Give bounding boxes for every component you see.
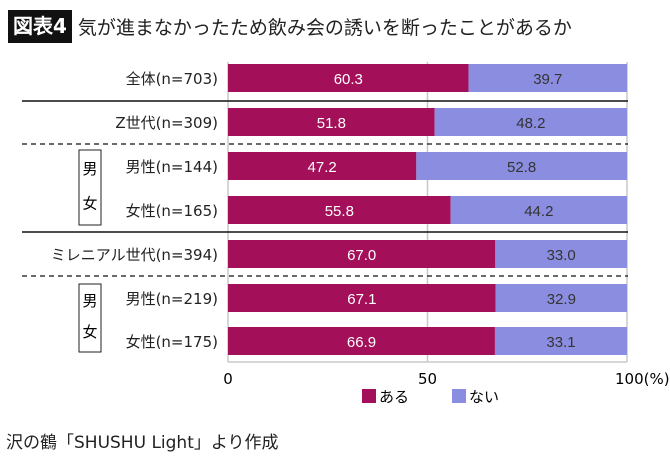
group-box xyxy=(78,283,102,353)
legend-swatch xyxy=(452,389,466,403)
data-label: 33.1 xyxy=(546,334,575,351)
category-label: ミレニアル世代(n=394) xyxy=(51,246,218,264)
group-label-male: 男 xyxy=(82,292,97,310)
data-label: 47.2 xyxy=(308,159,337,176)
data-label: 66.9 xyxy=(347,334,376,351)
x-tick-label: 100(%) xyxy=(615,370,670,388)
legend-label: ない xyxy=(469,388,499,406)
legend-label: ある xyxy=(379,388,409,406)
bar-yes xyxy=(228,240,496,268)
group-label-female: 女 xyxy=(82,323,97,341)
category-label: Z世代(n=309) xyxy=(115,114,218,132)
legend-swatch xyxy=(362,389,376,403)
data-label: 55.8 xyxy=(325,203,354,220)
bar-yes xyxy=(228,196,451,224)
category-label: 女性(n=165) xyxy=(126,202,218,220)
bar-no xyxy=(450,196,627,224)
x-tick-label: 50 xyxy=(418,370,437,388)
data-label: 52.8 xyxy=(507,159,536,176)
data-label: 44.2 xyxy=(524,203,553,220)
chart-title-row: 図表4 気が進まなかったため飲み会の誘いを断ったことがあるか xyxy=(8,10,572,43)
bar-no xyxy=(416,152,627,180)
group-label-male: 男 xyxy=(82,160,97,178)
stacked-bar-chart: 60.3 39.7 全体(n=703) 51.8 48.2 Z世代(n=309) 47.2 5… xyxy=(22,62,670,406)
bar-yes xyxy=(228,64,469,92)
group-label-female: 女 xyxy=(82,195,97,213)
figure-label: 図表4 xyxy=(8,10,72,43)
data-label: 67.1 xyxy=(347,291,376,308)
category-label: 男性(n=144) xyxy=(126,158,218,176)
bar-no xyxy=(434,108,627,136)
data-label: 60.3 xyxy=(334,71,363,88)
category-label: 全体(n=703) xyxy=(126,70,218,88)
bar-no xyxy=(494,327,627,355)
bar-no xyxy=(495,240,627,268)
bar-yes xyxy=(228,108,435,136)
category-label: 女性(n=175) xyxy=(126,333,218,351)
x-tick-label: 0 xyxy=(223,370,233,388)
source-note: 沢の鶴「SHUSHU Light」より作成 xyxy=(6,433,279,453)
data-label: 48.2 xyxy=(516,115,545,132)
data-label: 51.8 xyxy=(317,115,346,132)
bar-no xyxy=(468,64,627,92)
data-label: 33.0 xyxy=(547,247,576,264)
bar-yes xyxy=(228,152,417,180)
bar-no xyxy=(495,284,627,312)
bar-yes xyxy=(228,284,496,312)
category-label: 男性(n=219) xyxy=(126,290,218,308)
group-box xyxy=(78,149,102,226)
data-label: 32.9 xyxy=(547,291,576,308)
data-label: 67.0 xyxy=(347,247,376,264)
chart-title: 気が進まなかったため飲み会の誘いを断ったことがあるか xyxy=(77,17,572,39)
bar-yes xyxy=(228,327,495,355)
data-label: 39.7 xyxy=(533,71,562,88)
